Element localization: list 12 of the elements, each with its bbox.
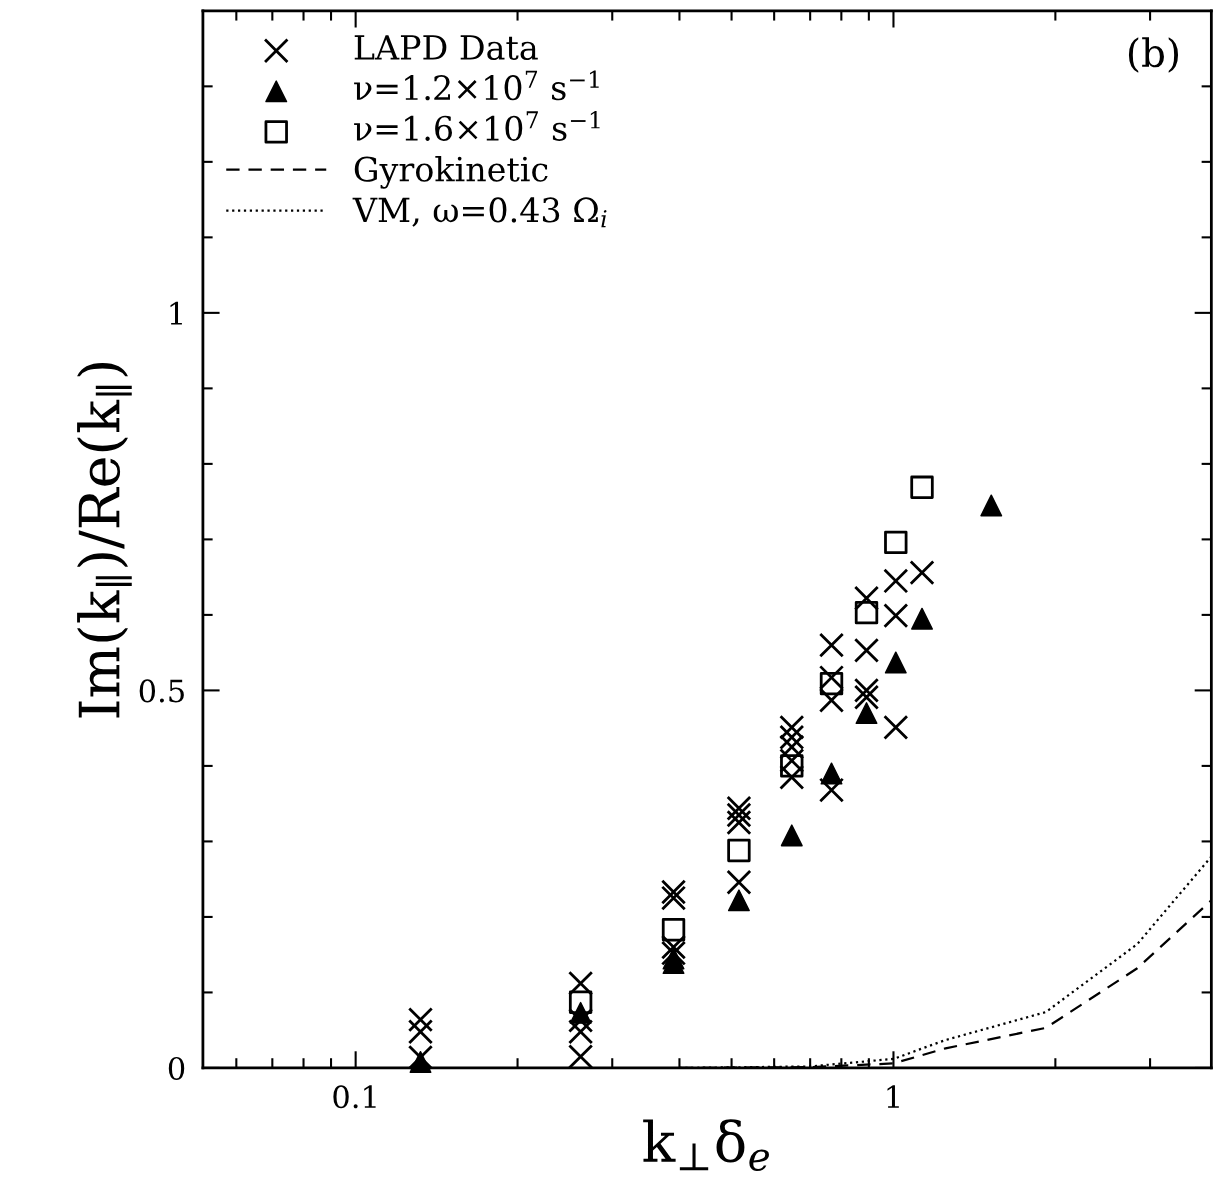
legend-label: ν=1.6×10$^{7}$ s$^{−1}$ [354, 111, 600, 141]
x-tick-label: 0.1 [333, 1085, 376, 1109]
x-axis-title: k$_{⊥}$δ$_{e}$ [643, 1119, 769, 1171]
legend-label: LAPD Data [354, 35, 538, 60]
y-tick-label: 1 [170, 301, 182, 325]
y-tick-label: 0.5 [139, 679, 184, 703]
legend-label: Gyrokinetic [354, 155, 548, 189]
legend-label: VM, ω=0.43 Ω$_{i}$ [352, 197, 607, 228]
annotation: (b) [1128, 37, 1179, 73]
legend-label: ν=1.2×10$^{7}$ s$^{−1}$ [354, 70, 599, 101]
y-axis-title: Im(k$_{∥}$)/Re(k$_{∥}$) [77, 363, 132, 718]
y-tick-label: 0 [168, 1056, 185, 1080]
